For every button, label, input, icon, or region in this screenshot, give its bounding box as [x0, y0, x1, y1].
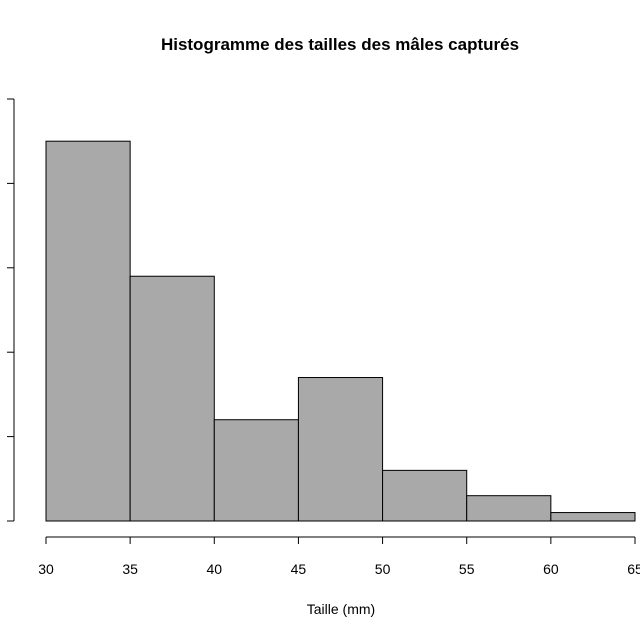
histogram-bar-4 — [382, 469, 468, 522]
histogram-bar-0 — [45, 140, 131, 522]
x-axis: 30 35 40 45 50 55 60 65 — [38, 536, 640, 577]
x-axis-label: Taille (mm) — [307, 601, 375, 617]
x-tick-label: 50 — [375, 561, 391, 577]
x-tick-label: 40 — [206, 561, 222, 577]
y-axis — [7, 98, 15, 522]
x-tick-label: 60 — [543, 561, 559, 577]
x-tick-label: 45 — [291, 561, 307, 577]
histogram-bar-1 — [129, 275, 215, 522]
histogram-bar-6 — [550, 512, 636, 522]
histogram-bar-3 — [297, 377, 384, 522]
bars-group — [45, 140, 636, 522]
x-tick-label: 35 — [122, 561, 138, 577]
x-tick-label: 30 — [38, 561, 54, 577]
x-tick-label: 55 — [459, 561, 475, 577]
x-tick-label: 65 — [627, 561, 640, 577]
chart-title: Histogramme des tailles des mâles captur… — [161, 35, 519, 54]
histogram-bar-5 — [466, 495, 552, 522]
histogram-bar-2 — [213, 419, 299, 522]
